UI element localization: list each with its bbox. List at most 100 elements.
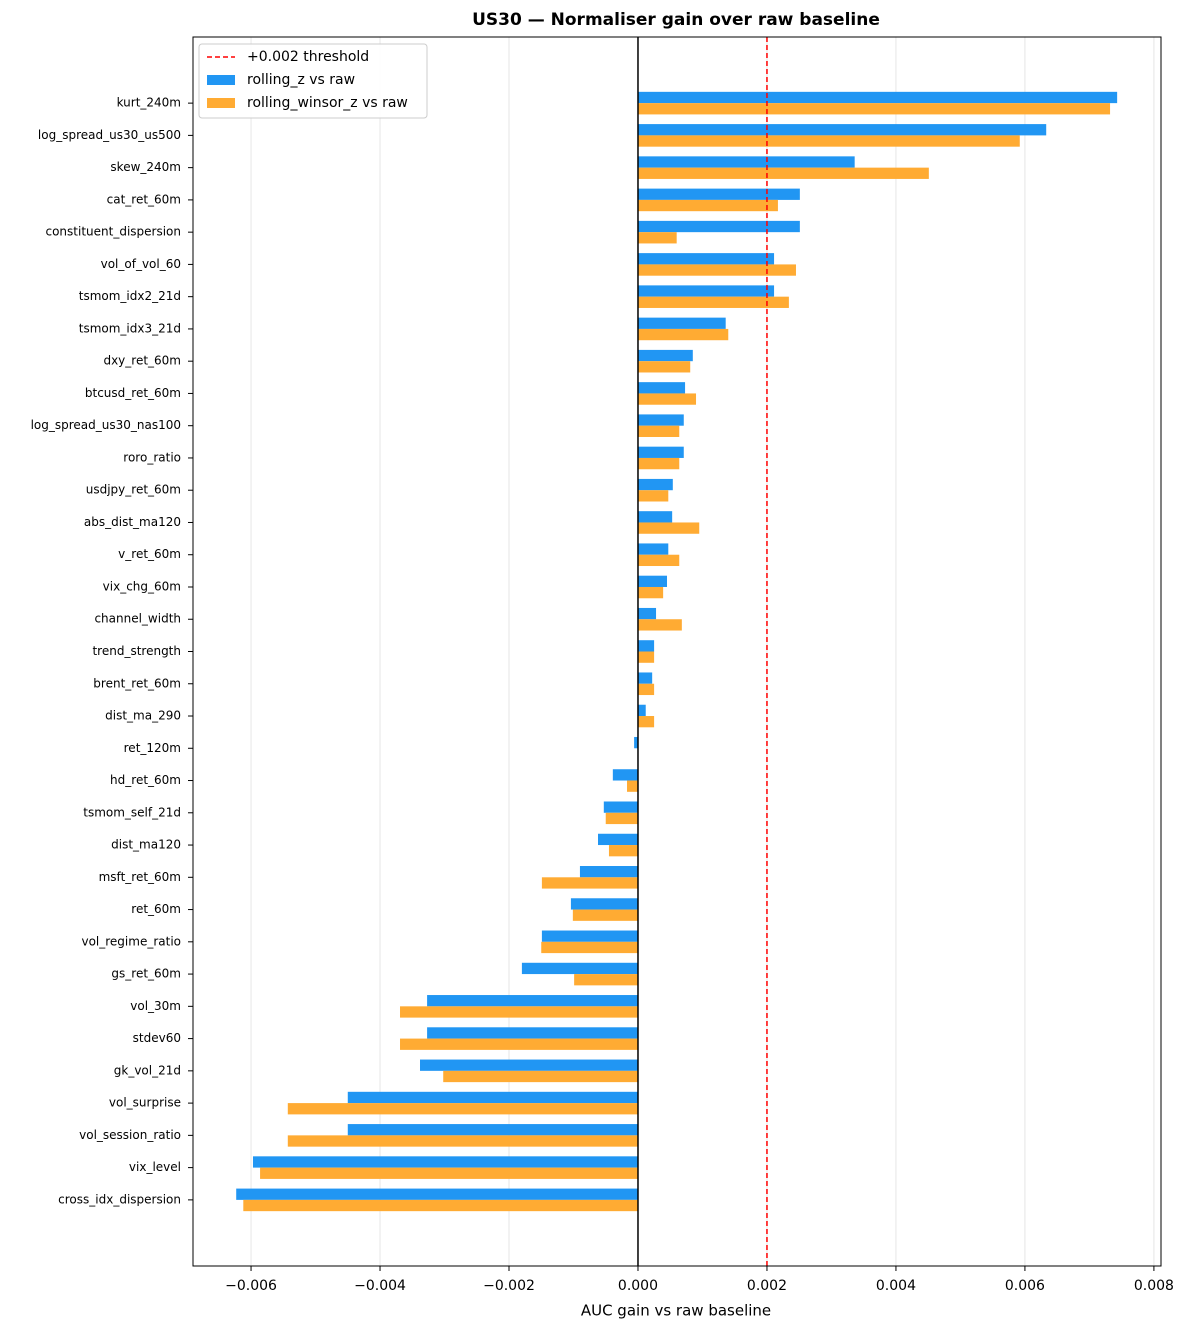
bar	[236, 1188, 638, 1200]
bar	[637, 511, 673, 523]
y-tick-label: roro_ratio	[123, 450, 181, 464]
legend-box	[198, 43, 428, 119]
y-tick-label: brent_ret_60m	[93, 676, 181, 690]
bar	[637, 478, 673, 491]
bar	[597, 833, 638, 846]
bar	[637, 704, 646, 717]
bar	[637, 188, 800, 200]
bar	[637, 425, 680, 437]
y-tick-label: msft_ret_60m	[99, 870, 181, 884]
bar	[605, 812, 638, 825]
bar	[637, 382, 686, 394]
plot-frame	[192, 36, 1162, 1267]
bar	[243, 1199, 638, 1212]
y-tick-label: vol_30m	[130, 999, 181, 1013]
y-tick-label: vix_level	[129, 1160, 181, 1174]
bar	[570, 898, 638, 910]
bar	[521, 962, 638, 975]
bar	[579, 866, 638, 878]
bar	[603, 801, 638, 813]
bar	[637, 554, 680, 567]
y-tick-label: btcusd_ret_60m	[85, 386, 181, 400]
y-tick-label: tsmom_idx2_21d	[79, 289, 181, 303]
y-tick-label: vix_chg_60m	[103, 579, 181, 593]
y-tick-label: log_spread_us30_nas100	[31, 418, 181, 432]
bar	[637, 575, 668, 587]
bar	[574, 974, 638, 986]
y-tick-label: hd_ret_60m	[110, 773, 181, 787]
x-tick-label: 0.008	[1134, 1278, 1174, 1294]
bar	[637, 522, 700, 534]
y-tick-label: constituent_dispersion	[45, 225, 181, 239]
y-tick-label: kurt_240m	[117, 96, 181, 110]
bar	[612, 769, 638, 781]
bar	[637, 349, 693, 362]
y-tick-label: stdev60	[133, 1031, 181, 1045]
y-tick-label: cross_idx_dispersion	[58, 1192, 181, 1206]
bar	[637, 361, 691, 373]
chart-title: US30 — Normaliser gain over raw baseline	[472, 10, 880, 30]
bar	[637, 716, 655, 728]
bar	[637, 328, 729, 341]
legend-label: rolling_winsor_z vs raw	[247, 95, 408, 111]
legend-label: rolling_z vs raw	[247, 72, 355, 88]
bar	[637, 672, 653, 684]
y-tick-label: v_ret_60m	[118, 547, 181, 561]
bar	[637, 264, 796, 276]
bar	[252, 1156, 638, 1168]
bar	[637, 124, 1047, 136]
bar	[287, 1135, 638, 1147]
bar	[541, 941, 638, 954]
bar	[400, 1038, 638, 1050]
x-tick-label: 0.004	[876, 1278, 916, 1294]
bar	[637, 586, 664, 599]
x-tick-label: −0.004	[354, 1278, 406, 1294]
bar	[637, 232, 677, 244]
y-tick-label: dist_ma_290	[105, 709, 181, 723]
bar	[637, 135, 1020, 147]
y-tick-label: vol_regime_ratio	[81, 934, 181, 948]
y-tick-label: log_spread_us30_us500	[38, 128, 181, 142]
bar	[637, 490, 669, 502]
bar	[427, 995, 638, 1007]
y-tick-label: cat_ret_60m	[107, 192, 181, 206]
y-tick-label: vol_of_vol_60	[101, 257, 181, 271]
bar	[637, 220, 800, 233]
bar	[260, 1167, 638, 1179]
bar	[637, 619, 682, 631]
bar	[637, 285, 775, 297]
bar	[637, 607, 657, 620]
bar	[637, 640, 655, 652]
y-tick-label: tsmom_idx3_21d	[79, 321, 181, 335]
legend-label: +0.002 threshold	[247, 49, 369, 65]
y-tick-label: gk_vol_21d	[114, 1063, 181, 1077]
bar	[637, 253, 775, 265]
bar	[637, 543, 669, 555]
x-tick-label: 0.006	[1005, 1278, 1045, 1294]
bar	[608, 845, 638, 857]
bar	[637, 651, 655, 663]
bar	[637, 446, 684, 458]
y-tick-label: usdjpy_ret_60m	[86, 483, 181, 497]
y-tick-label: skew_240m	[110, 160, 181, 174]
bar	[627, 780, 638, 792]
bar	[637, 683, 655, 696]
bar	[637, 167, 929, 179]
bar	[637, 199, 778, 212]
y-tick-label: gs_ret_60m	[111, 967, 181, 981]
bar	[572, 909, 638, 921]
y-tick-label: ret_60m	[131, 902, 181, 916]
y-tick-label: dxy_ret_60m	[103, 354, 181, 368]
y-tick-label: channel_width	[94, 612, 181, 626]
x-tick-label: 0.000	[618, 1278, 658, 1294]
legend-swatch	[207, 98, 235, 108]
bar	[637, 414, 684, 426]
x-axis-label: AUC gain vs raw baseline	[581, 1302, 771, 1320]
bar	[287, 1103, 638, 1115]
y-tick-label: vol_surprise	[109, 1096, 181, 1110]
bar	[637, 103, 1111, 115]
y-tick-label: abs_dist_ma120	[84, 515, 181, 529]
bar	[637, 296, 789, 308]
y-tick-label: dist_ma120	[111, 838, 181, 852]
